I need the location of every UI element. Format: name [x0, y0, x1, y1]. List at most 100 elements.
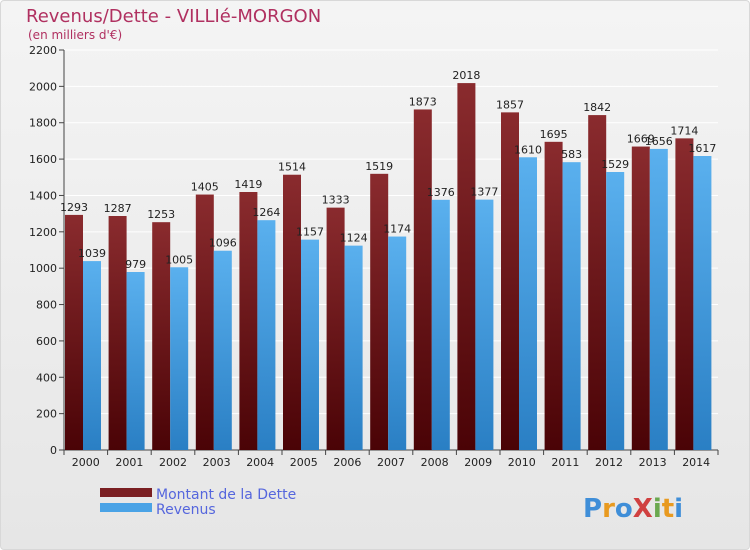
bar-dette — [108, 216, 127, 450]
bar-dette — [675, 138, 694, 450]
legend-label-dette: Montant de la Dette — [156, 487, 296, 503]
data-label-revenus: 1264 — [252, 206, 280, 219]
bar-dette — [544, 141, 563, 450]
bar-dette — [239, 192, 258, 450]
x-tick-label: 2001 — [115, 456, 143, 469]
data-label-dette: 1519 — [365, 160, 393, 173]
bar-dette — [457, 83, 476, 450]
data-label-dette: 1293 — [60, 201, 88, 214]
data-label-dette: 2018 — [452, 69, 480, 82]
legend-label-revenus: Revenus — [156, 502, 216, 518]
proxiti-logo: ProXiti — [583, 494, 683, 524]
svg-text:ProXiti: ProXiti — [583, 494, 683, 524]
bars: 1293 1039 1287 979 1253 1005 1405 1096 1419 1264 1… — [60, 69, 716, 451]
x-tick-label: 2003 — [203, 456, 231, 469]
bar-revenus — [519, 157, 537, 451]
x-tick-label: 2011 — [551, 456, 579, 469]
data-label-revenus: 583 — [561, 148, 582, 161]
bar-revenus — [606, 172, 625, 450]
data-label-revenus: 1174 — [383, 223, 411, 236]
data-label-revenus: 1005 — [165, 253, 193, 266]
data-label-dette: 1695 — [540, 128, 568, 141]
chart-title: Revenus/Dette - VILLIé-MORGON — [26, 6, 321, 27]
data-label-revenus: 1529 — [601, 158, 629, 171]
x-axis: 2000 2001 2002 2003 2004 2005 2006 2007 2008 2009… — [63, 450, 719, 469]
data-label-dette: 1714 — [670, 124, 698, 137]
bar-dette — [152, 222, 171, 450]
bar-revenus — [431, 199, 450, 450]
data-label-dette: 1669 — [627, 133, 655, 146]
data-label-dette: 1873 — [409, 95, 437, 108]
x-tick-label: 2008 — [421, 456, 449, 469]
data-label-revenus: 1610 — [514, 143, 542, 156]
y-tick-label: 1000 — [29, 262, 57, 275]
x-tick-label: 2012 — [595, 456, 623, 469]
data-label-dette: 1857 — [496, 98, 524, 111]
x-tick-label: 2004 — [246, 456, 274, 469]
data-label-revenus: 1376 — [427, 186, 455, 199]
bar-revenus — [170, 267, 189, 450]
bar-revenus — [562, 162, 581, 450]
legend-swatch-dette — [100, 488, 152, 497]
x-tick-label: 2000 — [72, 456, 100, 469]
bar-dette — [195, 194, 214, 450]
x-tick-label: 2006 — [333, 456, 361, 469]
bar-dette — [588, 115, 607, 450]
data-label-revenus: 1617 — [688, 142, 716, 155]
bar-revenus — [693, 156, 712, 450]
x-tick-label: 2009 — [464, 456, 492, 469]
data-label-revenus: 1096 — [209, 237, 237, 250]
x-tick-label: 2010 — [508, 456, 536, 469]
y-tick-label: 400 — [36, 371, 57, 384]
bar-dette — [631, 146, 650, 450]
x-tick-label: 2013 — [639, 456, 667, 469]
data-label-revenus: 1656 — [645, 135, 673, 148]
bar-dette — [283, 174, 301, 450]
data-label-dette: 1253 — [147, 208, 175, 221]
x-tick-label: 2007 — [377, 456, 405, 469]
legend-swatch-revenus — [100, 503, 152, 512]
y-tick-label: 1200 — [29, 226, 57, 239]
bar-revenus — [301, 239, 319, 450]
y-tick-label: 2000 — [29, 80, 57, 93]
data-label-dette: 1405 — [191, 181, 219, 194]
legend: Montant de la Dette Revenus — [100, 487, 296, 518]
x-tick-label: 2002 — [159, 456, 187, 469]
y-axis: 0 200 400 600 800 1000 1200 1400 1600 1800 2000 220… — [29, 44, 718, 457]
data-label-revenus: 1039 — [78, 247, 106, 260]
y-tick-label: 0 — [50, 444, 57, 457]
bar-revenus — [344, 245, 363, 450]
y-tick-label: 200 — [36, 408, 57, 421]
bar-revenus — [213, 250, 232, 450]
bar-revenus — [126, 272, 145, 450]
bar-dette — [501, 112, 519, 450]
y-tick-label: 1400 — [29, 189, 57, 202]
bar-dette — [65, 214, 83, 450]
y-tick-label: 2200 — [29, 44, 57, 57]
chart-subtitle: (en milliers d'€) — [28, 28, 122, 42]
data-label-revenus: 1124 — [340, 232, 368, 245]
data-label-dette: 1842 — [583, 101, 611, 114]
x-tick-label: 2005 — [290, 456, 318, 469]
data-label-revenus: 979 — [125, 258, 146, 271]
bar-revenus — [649, 148, 668, 450]
bar-revenus — [475, 199, 494, 450]
data-label-dette: 1419 — [234, 178, 262, 191]
bar-dette — [326, 207, 345, 450]
bar-revenus — [388, 236, 407, 450]
data-label-dette: 1333 — [322, 194, 350, 207]
bar-dette — [413, 109, 432, 451]
data-label-revenus: 1377 — [470, 186, 498, 199]
bar-revenus — [83, 261, 101, 450]
data-label-revenus: 1157 — [296, 226, 324, 239]
data-label-dette: 1287 — [104, 202, 132, 215]
x-tick-label: 2014 — [682, 456, 710, 469]
y-tick-label: 1600 — [29, 153, 57, 166]
data-label-dette: 1514 — [278, 161, 306, 174]
bar-dette — [370, 173, 389, 450]
bar-revenus — [257, 220, 276, 450]
y-tick-label: 1800 — [29, 117, 57, 130]
y-tick-label: 600 — [36, 335, 57, 348]
y-tick-label: 800 — [36, 299, 57, 312]
